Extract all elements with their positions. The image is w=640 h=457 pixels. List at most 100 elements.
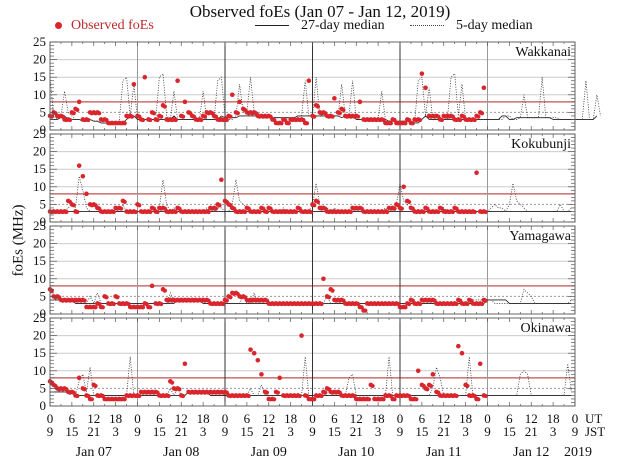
observed-point (137, 393, 142, 399)
observed-point (312, 397, 317, 402)
observed-point (299, 333, 304, 338)
jst-tick-label: 21 (262, 424, 275, 439)
observed-point (159, 114, 164, 119)
observed-point (476, 397, 481, 402)
observed-point (277, 375, 282, 381)
observed-point (159, 301, 164, 307)
ut-tick-label: 12 (437, 411, 450, 426)
ut-tick-label: 0 (309, 411, 316, 426)
y-tick-label: 25 (33, 218, 46, 233)
observed-point (293, 209, 299, 215)
observed-point (419, 71, 425, 76)
observed-point (385, 209, 390, 215)
ut-tick-label: 18 (109, 411, 122, 426)
observed-point (388, 121, 393, 126)
observed-point (403, 121, 408, 126)
observed-point (148, 209, 153, 215)
observed-point (477, 361, 483, 367)
observed-point (319, 393, 324, 399)
observed-point (228, 114, 233, 119)
y-tick-label: 0 (40, 306, 47, 321)
observed-point (93, 305, 98, 310)
y-tick-label: 20 (33, 144, 46, 159)
jst-tick-label: 15 (328, 424, 341, 439)
legend-5day: 5-day median (410, 18, 533, 34)
ut-tick-label: 12 (87, 411, 100, 426)
observed-point (75, 393, 80, 399)
observed-point (275, 390, 280, 395)
ut-tick-label: 0 (222, 411, 229, 426)
observed-point (131, 81, 137, 87)
observed-point (122, 121, 127, 126)
ut-tick-label: 12 (350, 411, 363, 426)
observed-point (86, 117, 91, 123)
observed-point (272, 397, 277, 402)
ut-tick-label: 6 (506, 411, 513, 426)
jst-tick-label: 9 (134, 424, 141, 439)
observed-point (483, 298, 488, 303)
observed-point (381, 397, 386, 402)
observed-point (363, 308, 368, 313)
observed-point (421, 209, 426, 215)
jst-tick-label: 15 (65, 424, 78, 439)
observed-point (348, 209, 353, 215)
observed-point (151, 111, 157, 116)
panel-okinawa: 25 20 15 10 5 0 Okinawa (33, 310, 576, 413)
observed-point (122, 397, 127, 402)
jst-tick-label: 3 (462, 424, 469, 439)
observed-point (155, 209, 160, 215)
observed-point (180, 393, 186, 399)
observed-point (332, 96, 337, 101)
observed-point (246, 393, 251, 399)
observed-point (264, 390, 270, 395)
y-tick-label: 20 (33, 52, 46, 67)
ut-tick-label: 0 (484, 411, 491, 426)
observed-point (479, 111, 485, 116)
observed-point (251, 350, 257, 356)
jst-tick-label: 3 (375, 424, 382, 439)
observed-point (337, 111, 342, 116)
observed-point (481, 85, 487, 91)
observed-point (67, 117, 73, 123)
y-tick-label: 20 (33, 236, 46, 251)
y-tick-label: 10 (33, 87, 46, 102)
y-tick-label: 10 (33, 363, 46, 378)
observed-point (415, 368, 421, 374)
panel-kokubunji: 25 20 15 10 5 0 Kokubunji (33, 126, 576, 229)
observed-point (259, 372, 264, 377)
observed-point (297, 393, 302, 399)
observed-point (75, 107, 80, 113)
jst-tick-label: 3 (550, 424, 557, 439)
y-tick-label: 5 (40, 196, 47, 211)
observed-point (476, 114, 481, 119)
ut-tick-label: 0 (572, 411, 579, 426)
y-tick-label: 10 (33, 179, 46, 194)
observed-point (399, 206, 404, 211)
day-label: Jan 11 (426, 445, 462, 457)
legend-27day: 27-day median (255, 18, 385, 34)
observed-point (279, 121, 284, 126)
observed-point (224, 117, 229, 123)
observed-point (459, 350, 465, 356)
jst-tick-label: 21 (350, 424, 363, 439)
observed-point (199, 117, 204, 123)
jst-tick-label: 21 (525, 424, 538, 439)
ut-tick-label: 12 (262, 411, 275, 426)
station-label: Okinawa (520, 321, 571, 336)
observed-point (162, 104, 167, 109)
y-tick-label: 15 (33, 69, 46, 84)
observed-point (111, 209, 116, 215)
jst-tick-label: 9 (47, 424, 54, 439)
y-tick-label: 15 (33, 345, 46, 360)
station-label: Wakkanai (515, 45, 571, 60)
observed-point (312, 114, 317, 119)
observed-point (175, 78, 180, 84)
day-label: Jan 10 (338, 445, 374, 457)
observed-point (219, 177, 224, 183)
observed-point (312, 203, 317, 208)
observed-point (80, 173, 86, 179)
observed-point (450, 209, 455, 215)
panel-yamagawa: 25 20 15 10 5 0 Yamagawa (33, 218, 576, 321)
observed-point (82, 387, 87, 392)
observed-point (122, 199, 127, 205)
